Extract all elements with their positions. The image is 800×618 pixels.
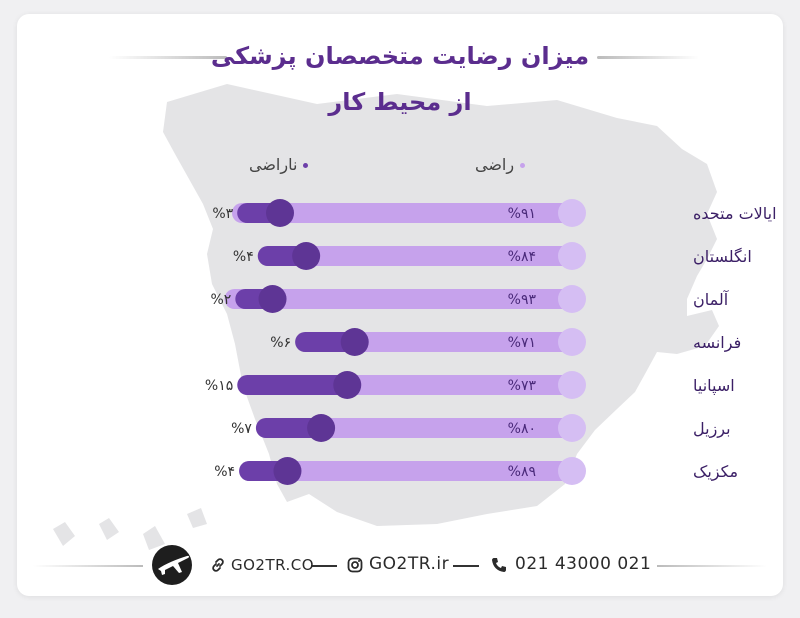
bar-satisfied xyxy=(306,332,572,352)
legend-satisfied-swatch xyxy=(520,163,526,168)
bar-dissatisfied-knob xyxy=(266,199,294,227)
airplane-logo-icon xyxy=(152,545,192,585)
bar-satisfied xyxy=(258,246,572,266)
bar-satisfied-knob xyxy=(558,328,586,356)
category-label: آلمان xyxy=(693,290,730,309)
footer-separator xyxy=(311,565,337,567)
title-line-left xyxy=(109,56,227,59)
bar-satisfied-knob xyxy=(558,242,586,270)
bar-satisfied-knob xyxy=(558,371,586,399)
legend-dissatisfied-swatch xyxy=(303,163,309,168)
infographic-card: میزان رضایت متخصصان پزشکی از محیط کار را… xyxy=(17,14,783,596)
label-dissatisfied-value: %۲ xyxy=(210,292,231,308)
bar-chart: %۹۱ %۳ ایالات متحده %۸۴ %۴ انگلستان %۹۳ %۲ آلمان… xyxy=(205,199,777,485)
category-label: فرانسه xyxy=(693,333,741,353)
category-label: انگلستان xyxy=(693,247,752,266)
label-satisfied-value: %۸۰ xyxy=(508,421,536,437)
bar-satisfied xyxy=(299,375,572,395)
category-label: برزیل xyxy=(693,419,731,439)
footer: 021 43000 021 GO2TR.ir GO2TR.CO xyxy=(17,545,783,585)
chart-title-line2: از محیط کار xyxy=(328,88,472,116)
footer-line-right xyxy=(657,565,767,567)
bar-satisfied-knob xyxy=(558,457,586,485)
bar-dissatisfied-knob xyxy=(292,242,321,270)
bar-satisfied xyxy=(273,418,572,438)
label-satisfied-value: %۹۳ xyxy=(508,292,537,308)
bar-satisfied-knob xyxy=(558,414,586,442)
bar-dissatisfied-knob xyxy=(340,328,369,356)
label-dissatisfied-value: %۷ xyxy=(231,421,252,437)
bar-satisfied xyxy=(224,289,572,309)
bar-satisfied-knob xyxy=(558,199,586,227)
bar-satisfied xyxy=(239,461,572,481)
legend-satisfied-label: راضی xyxy=(475,155,515,174)
phone-icon xyxy=(492,558,506,572)
label-dissatisfied-value: %۶ xyxy=(270,335,291,351)
link-icon xyxy=(212,558,224,572)
title-line-right xyxy=(597,56,699,59)
legend-dissatisfied-label: ناراضی xyxy=(249,155,298,174)
footer-website: GO2TR.CO xyxy=(231,556,315,574)
instagram-icon xyxy=(347,557,363,573)
label-dissatisfied-value: %۳ xyxy=(212,206,233,222)
category-label: مکزیک xyxy=(693,462,738,482)
chart-title-line1: میزان رضایت متخصصان پزشکی xyxy=(210,42,590,70)
category-label: ایالات متحده xyxy=(693,204,777,223)
label-dissatisfied-value: %۱۵ xyxy=(205,378,233,394)
label-satisfied-value: %۸۴ xyxy=(508,249,536,265)
legend-satisfied: راضی xyxy=(475,155,526,174)
footer-line-left xyxy=(33,565,143,567)
category-label: اسپانیا xyxy=(693,376,735,396)
bar-dissatisfied-knob xyxy=(258,285,287,313)
bar-satisfied-knob xyxy=(558,285,586,313)
bar-dissatisfied-knob xyxy=(307,414,336,442)
label-satisfied-value: %۷۳ xyxy=(508,378,537,394)
label-satisfied-value: %۹۱ xyxy=(508,206,536,222)
footer-separator xyxy=(453,565,479,567)
footer-phone: 021 43000 021 xyxy=(515,554,652,574)
legend-dissatisfied: ناراضی xyxy=(249,155,309,174)
bar-dissatisfied-knob xyxy=(273,457,302,485)
label-dissatisfied-value: %۴ xyxy=(214,464,235,480)
label-satisfied-value: %۸۹ xyxy=(508,464,536,480)
bar-satisfied xyxy=(232,203,572,223)
footer-instagram: GO2TR.ir xyxy=(369,554,450,574)
bar-dissatisfied xyxy=(237,375,360,395)
bar-dissatisfied-knob xyxy=(333,371,362,399)
label-satisfied-value: %۷۱ xyxy=(508,335,536,351)
label-dissatisfied-value: %۴ xyxy=(233,249,254,265)
